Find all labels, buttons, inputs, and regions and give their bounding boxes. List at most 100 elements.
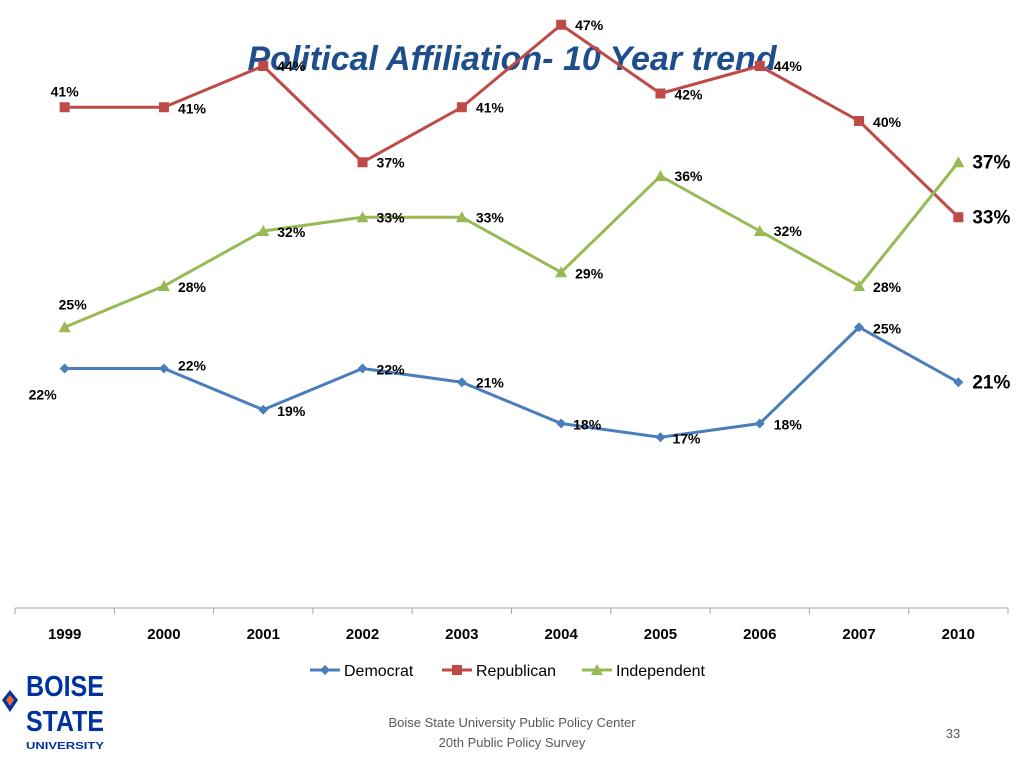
republican-data-label: 42% [674,87,703,103]
republican-data-label: 44% [774,58,803,74]
square-marker [655,88,666,99]
triangle-marker [753,225,766,236]
square-marker [754,61,765,71]
democrat-data-label: 22% [377,362,406,378]
x-tick-label: 2010 [942,626,975,643]
logo-text-line3: UNIVERSITY [26,741,104,752]
republican-data-label: 41% [476,99,505,115]
legend-label: Republican [476,663,556,680]
diamond-marker [953,377,964,388]
logo-bronco-accent [6,695,14,706]
independent-line [64,161,960,329]
legend-item-independent: Independent [582,663,706,680]
independent-data-label: 37% [972,152,1010,173]
diamond-marker [59,363,70,374]
independent-data-label: 36% [674,168,703,184]
square-marker [158,102,169,113]
square-marker [258,61,269,71]
footer-line-2: 20th Public Policy Survey [438,735,586,750]
chart-title: Political Affiliation- 10 Year trend [247,40,777,78]
x-tick-label: 2002 [346,626,379,643]
diamond-marker [357,363,368,374]
democrat-series [59,322,964,443]
republican-data-label: 44% [277,58,306,74]
diamond-marker [456,377,467,388]
republican-data-label: 41% [51,83,80,99]
triangle-marker [591,664,603,675]
x-tick-label: 2007 [842,626,875,643]
square-marker [854,116,865,126]
democrat-line [64,325,960,439]
triangle-marker [58,321,71,333]
democrat-data-label: 25% [873,320,902,336]
independent-data-label: 33% [377,209,406,225]
republican-data-label: 47% [575,17,604,33]
line-chart: 1999 2000 2001 2002 2003 2004 2005 2006 2007 2010… [14,17,1011,680]
square-marker [953,212,964,223]
democrat-data-label: 18% [774,417,803,433]
democrat-data-label: 22% [29,387,58,403]
republican-data-label: 41% [178,100,207,116]
independent-data-label: 32% [277,224,306,240]
triangle-marker [952,156,965,168]
x-tick-label: 1999 [48,626,81,643]
logo-text-line1: BOISE [26,671,104,703]
independent-series [58,156,965,333]
x-axis: 1999 2000 2001 2002 2003 2004 2005 2006 2007 2010 [14,607,1009,643]
democrat-data-label: 21% [972,372,1010,393]
triangle-marker [455,211,468,223]
republican-series [59,19,964,223]
footer-line-1: Boise State University Public Policy Cen… [388,715,636,730]
page-number: 33 [945,726,961,741]
x-tick-label: 2000 [147,626,180,643]
diamond-marker [258,404,269,415]
x-tick-label: 2006 [743,626,776,643]
square-marker [452,665,462,675]
triangle-marker [257,225,270,236]
boise-state-logo: BOISE STATE UNIVERSITY [2,671,104,752]
data-labels: 22% 22% 19% 22% 21% 18% 17% 18% 25% 21% 41% 41% 44% 3… [29,17,1011,447]
republican-line [64,23,960,219]
triangle-marker [157,280,170,291]
independent-data-label: 28% [873,279,902,295]
triangle-marker [356,211,369,223]
diamond-marker [655,432,666,443]
triangle-marker [654,170,667,181]
diamond-marker [854,322,865,333]
legend: Democrat Republican Independent [310,663,706,680]
diamond-marker [320,665,330,675]
independent-data-label: 28% [178,279,207,295]
plot-area [58,19,965,443]
legend-label: Democrat [344,663,414,680]
independent-data-label: 33% [476,209,505,225]
triangle-marker [853,280,866,291]
republican-data-label: 40% [873,114,902,130]
footer: Boise State University Public Policy Cen… [312,713,712,753]
legend-label: Independent [616,663,706,680]
x-tick-label: 2004 [544,626,578,643]
diamond-marker [556,418,567,429]
x-tick-label: 2001 [247,626,280,643]
diamond-marker [158,363,169,374]
republican-data-label: 37% [377,154,406,170]
democrat-data-label: 22% [178,358,207,374]
independent-data-label: 32% [774,223,803,239]
diamond-marker [754,418,765,429]
triangle-marker [555,266,568,278]
republican-data-label: 33% [972,207,1010,228]
square-marker [456,102,467,113]
democrat-data-label: 19% [277,403,306,419]
square-marker [59,102,70,113]
democrat-data-label: 17% [672,430,701,446]
square-marker [556,19,567,30]
democrat-data-label: 21% [476,374,505,390]
legend-item-democrat: Democrat [310,663,414,680]
independent-data-label: 25% [59,296,88,312]
legend-item-republican: Republican [442,663,556,680]
square-marker [357,157,368,168]
x-tick-label: 2005 [644,626,677,643]
independent-data-label: 29% [575,265,604,281]
democrat-data-label: 18% [573,417,602,433]
x-tick-label: 2003 [445,626,478,643]
logo-text-line2: STATE [26,706,104,738]
